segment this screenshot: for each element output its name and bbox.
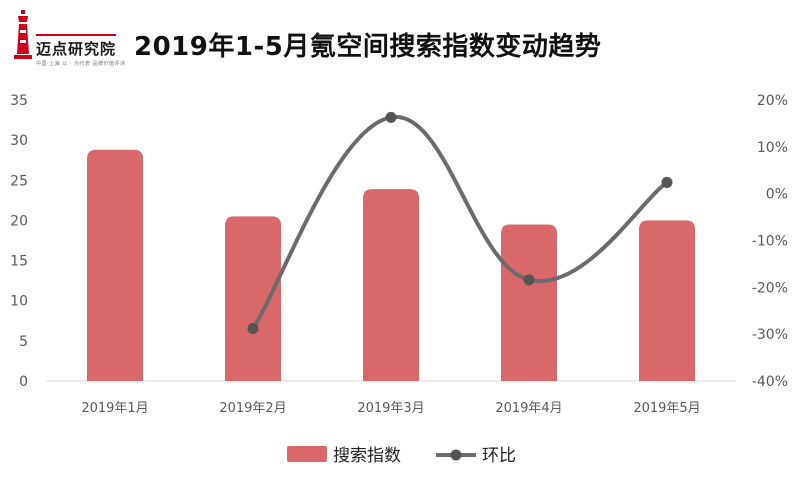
left-axis: 0 5 10 15 20 25 30 35 [10,93,28,390]
legend-line-marker [450,449,462,461]
chart-title: 2019年1-5月氪空间搜索指数变动趋势 [134,32,602,62]
legend-bar-swatch [287,446,327,462]
bar [639,220,695,381]
brand-tagline: 中国·上海 以 · 为代表 品牌价值评测 [36,61,126,67]
logo-underline [36,34,116,36]
x-tick-label: 2019年3月 [357,401,424,416]
left-tick-label: 5 [19,334,28,350]
left-tick-label: 25 [10,173,28,189]
right-tick-label: 20% [757,93,788,109]
line-point [523,274,535,286]
right-tick-label: -10% [752,234,788,250]
bar-series [87,149,695,381]
left-tick-label: 15 [10,254,28,270]
right-axis: -40% -30% -20% -10% 0% 10% 20% [752,93,788,390]
line-series [247,111,673,335]
right-tick-label: 0% [766,187,788,203]
left-tick-label: 35 [10,93,28,109]
x-tick-label: 2019年2月 [219,401,286,416]
right-tick-label: -30% [752,327,788,343]
left-tick-label: 0 [19,374,28,390]
right-tick-label: 10% [757,140,788,156]
legend: 搜索指数 环比 [287,446,516,466]
line-point [385,111,397,123]
left-tick-label: 10 [10,294,28,310]
bar [363,189,419,381]
line-path [251,115,669,331]
right-tick-label: -20% [752,280,788,296]
line-point [247,323,259,335]
legend-label-bar: 搜索指数 [333,446,401,466]
x-tick-label: 2019年1月 [81,401,148,416]
x-axis: 2019年1月 2019年2月 2019年3月 2019年4月 2019年5月 [81,401,700,416]
x-tick-label: 2019年4月 [495,401,562,416]
brand-logo: 迈点研究院 中国·上海 以 · 为代表 品牌价值评测 [8,8,125,70]
legend-label-line: 环比 [482,446,516,466]
brand-name: 迈点研究院 [36,40,117,58]
header: 迈点研究院 中国·上海 以 · 为代表 品牌价值评测 2019年1-5月氪空间搜… [0,0,800,80]
right-tick-label: -40% [752,374,788,390]
bar [225,216,281,381]
bar [501,224,557,381]
lighthouse-icon [14,10,32,59]
x-tick-label: 2019年5月 [633,401,700,416]
bar [87,149,143,381]
line-point [661,176,673,188]
left-tick-label: 30 [10,133,28,149]
left-tick-label: 20 [10,213,28,229]
